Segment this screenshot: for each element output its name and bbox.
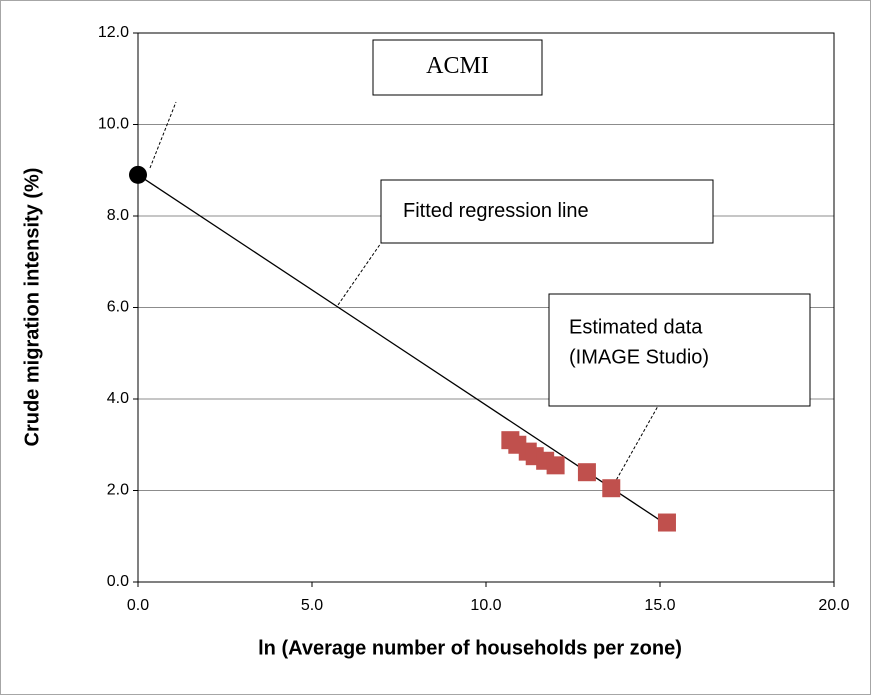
y-tick-label: 2.0 xyxy=(107,482,129,499)
leader-line xyxy=(149,101,177,169)
y-tick-label: 6.0 xyxy=(107,299,129,316)
annotation-text: Estimated data xyxy=(569,316,703,338)
data-point xyxy=(657,513,676,532)
data-point xyxy=(602,479,621,498)
annotation-box xyxy=(380,179,714,244)
x-tick-label: 5.0 xyxy=(301,597,323,614)
y-tick-label: 4.0 xyxy=(107,390,129,407)
y-tick-label: 0.0 xyxy=(107,573,129,590)
plot-area xyxy=(137,32,835,583)
x-tick-label: 15.0 xyxy=(644,597,675,614)
y-tick-label: 10.0 xyxy=(98,116,129,133)
annotation-text: Fitted regression line xyxy=(403,200,589,222)
y-axis-label: Crude migration intensity (%) xyxy=(21,168,43,447)
annotation-box xyxy=(548,293,811,407)
x-tick-label: 0.0 xyxy=(127,597,149,614)
x-tick-label: 20.0 xyxy=(818,597,849,614)
x-axis-label: ln (Average number of households per zon… xyxy=(258,637,682,659)
data-point xyxy=(577,463,596,482)
data-point xyxy=(546,456,565,475)
annotation-box xyxy=(372,39,543,96)
annotation-text: ACMI xyxy=(426,53,489,79)
y-tick-label: 12.0 xyxy=(98,24,129,41)
leader-line xyxy=(337,242,382,306)
intercept-point xyxy=(129,165,147,184)
annotation-text: (IMAGE Studio) xyxy=(569,346,709,368)
y-tick-label: 8.0 xyxy=(107,207,129,224)
x-tick-label: 10.0 xyxy=(470,597,501,614)
